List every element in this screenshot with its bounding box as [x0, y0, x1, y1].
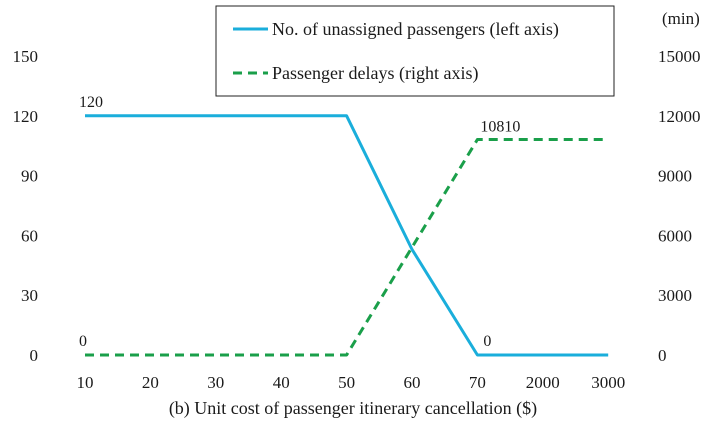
y-right-tick-label: 12000: [658, 107, 701, 126]
x-tick-label: 10: [77, 373, 94, 392]
chart-marks: [85, 114, 609, 357]
y-right-tick-label: 9000: [658, 167, 692, 186]
y-right-tick-label: 6000: [658, 226, 692, 245]
y-right-tick-label: 15000: [658, 47, 701, 66]
x-tick-label: 30: [207, 373, 224, 392]
series-line-passenger-delays: [85, 138, 609, 357]
data-label: 120: [79, 94, 103, 111]
x-tick-label: 70: [469, 373, 486, 392]
x-tick-label: 60: [404, 373, 421, 392]
legend-box: [215, 5, 615, 97]
y-left-tick-label: 90: [21, 167, 38, 186]
data-label: 0: [483, 333, 491, 350]
x-tick-label: 2000: [526, 373, 560, 392]
y-left-tick-label: 60: [21, 226, 38, 245]
y-right-tick-label: 0: [658, 346, 667, 365]
legend-label-passenger-delays: Passenger delays (right axis): [272, 63, 478, 84]
legend-label-unassigned-passengers: No. of unassigned passengers (left axis): [272, 19, 559, 40]
data-label: 10810: [480, 119, 520, 136]
x-tick-label: 50: [338, 373, 355, 392]
x-tick-label: 40: [273, 373, 290, 392]
y-left-tick-label: 30: [21, 286, 38, 305]
y-left-tick-label: 0: [30, 346, 39, 365]
y-left-tick-label: 120: [13, 107, 39, 126]
x-tick-label: 20: [142, 373, 159, 392]
y-left-tick-label: 150: [13, 47, 39, 66]
data-label: 0: [79, 333, 87, 350]
right-axis-unit: (min): [662, 9, 700, 28]
x-tick-label: 3000: [591, 373, 625, 392]
y-right-tick-label: 3000: [658, 286, 692, 305]
x-axis-title: (b) Unit cost of passenger itinerary can…: [169, 398, 537, 419]
series-line-unassigned-passengers: [85, 114, 609, 357]
